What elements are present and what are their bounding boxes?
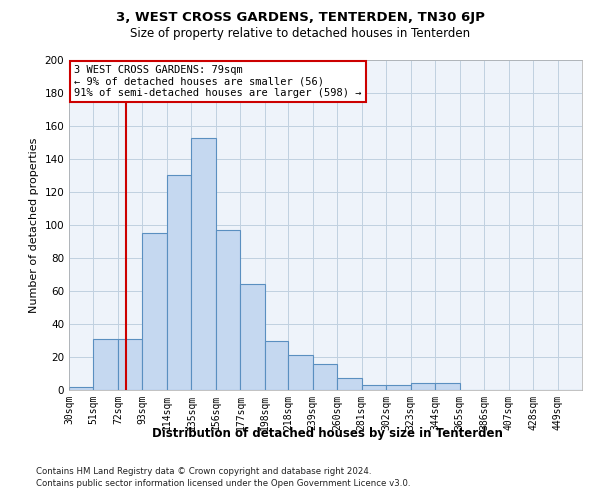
Bar [118,339,142,390]
Bar [313,364,337,390]
Text: 3 WEST CROSS GARDENS: 79sqm
← 9% of detached houses are smaller (56)
91% of semi: 3 WEST CROSS GARDENS: 79sqm ← 9% of deta… [74,65,362,98]
Bar [362,385,386,390]
Bar [94,339,118,390]
Bar [142,233,167,390]
Y-axis label: Number of detached properties: Number of detached properties [29,138,39,312]
Bar [410,384,435,390]
Bar [241,284,265,390]
Text: Distribution of detached houses by size in Tenterden: Distribution of detached houses by size … [152,428,502,440]
Bar [265,340,288,390]
Bar [69,386,94,390]
Bar [191,138,216,390]
Bar [386,385,410,390]
Bar [337,378,362,390]
Text: Contains public sector information licensed under the Open Government Licence v3: Contains public sector information licen… [36,479,410,488]
Bar [167,176,191,390]
Bar [435,384,460,390]
Bar [216,230,241,390]
Bar [288,356,313,390]
Text: Size of property relative to detached houses in Tenterden: Size of property relative to detached ho… [130,28,470,40]
Text: 3, WEST CROSS GARDENS, TENTERDEN, TN30 6JP: 3, WEST CROSS GARDENS, TENTERDEN, TN30 6… [116,11,484,24]
Text: Contains HM Land Registry data © Crown copyright and database right 2024.: Contains HM Land Registry data © Crown c… [36,468,371,476]
